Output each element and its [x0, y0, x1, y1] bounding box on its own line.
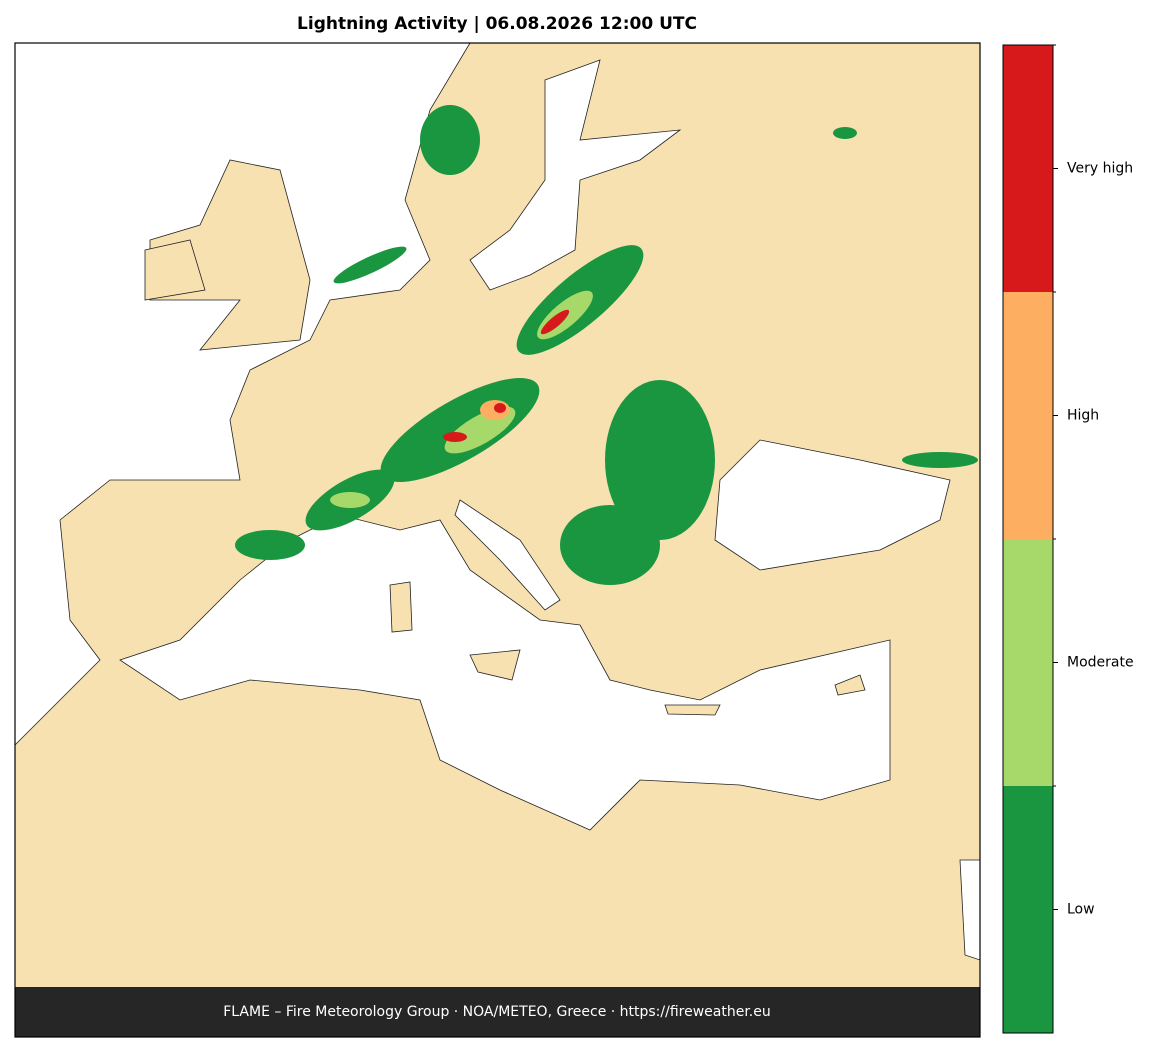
footer-bar: [15, 987, 980, 1037]
colorbar-label: Very high: [1067, 161, 1133, 177]
islands: [144, 159, 866, 716]
lightning-cells: [235, 105, 978, 585]
colorbar-label: High: [1067, 408, 1099, 424]
colorbar-label: Low: [1067, 902, 1095, 918]
footer-text: FLAME – Fire Meteorology Group · NOA/MET…: [223, 1004, 771, 1020]
colorbar-frame: [1002, 44, 1054, 1034]
colorbar-segment: [1003, 539, 1053, 786]
colorbar-segment: [1003, 45, 1053, 292]
colorbar-segment: [1003, 786, 1053, 1033]
map-frame: [14, 42, 981, 1038]
colorbar-label: Moderate: [1067, 655, 1134, 671]
title: Lightning Activity | 06.08.2026 12:00 UT…: [297, 14, 697, 34]
colorbar: Low Moderate High Very high: [1002, 44, 1134, 1034]
map: FLAME – Fire Meteorology Group · NOA/MET…: [14, 42, 981, 1038]
colorbar-segment: [1003, 292, 1053, 539]
